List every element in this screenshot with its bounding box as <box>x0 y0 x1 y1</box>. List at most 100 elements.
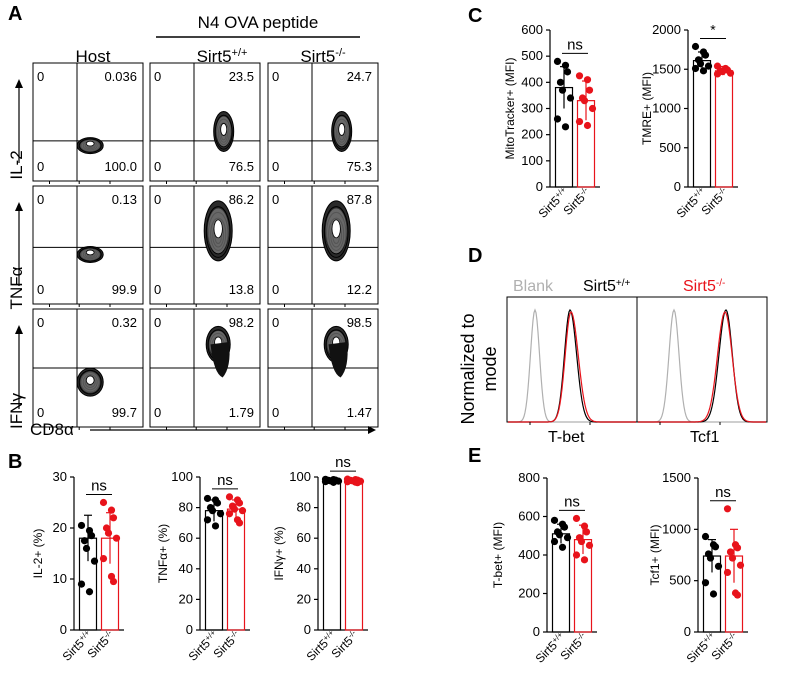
data-point <box>203 516 212 524</box>
quadrant-value-ul: 0 <box>37 315 44 330</box>
data-point <box>99 555 108 563</box>
y-axis-label: IL-2+ (%) <box>31 529 45 579</box>
quadrant-value-lr: 75.3 <box>347 159 372 174</box>
data-point <box>235 519 244 527</box>
quadrant-value-lr: 1.79 <box>229 405 254 420</box>
data-point <box>572 551 581 559</box>
y-tick-label: 0 <box>684 624 691 639</box>
flow-plot: 0 0.036 0 100.0 <box>32 62 144 184</box>
y-tick-label: 60 <box>179 530 193 545</box>
y-tick-label: 200 <box>518 586 540 601</box>
significance-label: ns <box>715 484 731 501</box>
quadrant-value-ul: 0 <box>154 315 161 330</box>
data-point <box>558 86 567 94</box>
data-point <box>213 499 222 507</box>
data-point <box>588 104 597 113</box>
data-point <box>77 580 86 588</box>
data-point <box>343 478 352 486</box>
panel-d: Blank Sirt5+/+ Sirt5-/- Normalized to mo… <box>458 278 768 446</box>
flow-y-arrowhead <box>15 325 23 334</box>
quadrant-value-ll: 0 <box>272 159 279 174</box>
hist-y-label-2: mode <box>480 346 500 391</box>
hist-curve-wt <box>638 309 766 423</box>
y-tick-label: 30 <box>53 469 67 484</box>
y-tick-label: 0 <box>536 179 543 194</box>
quadrant-value-ur: 86.2 <box>229 192 254 207</box>
contour-tail <box>210 342 230 378</box>
data-point <box>566 94 575 102</box>
y-axis-label: TNFα+ (%) <box>156 524 170 583</box>
data-point <box>561 123 570 131</box>
quadrant-value-ll: 0 <box>37 282 44 297</box>
data-point <box>701 532 710 541</box>
quadrant-value-lr: 100.0 <box>104 159 137 174</box>
y-tick-label: 500 <box>659 140 681 155</box>
quadrant-value-lr: 12.2 <box>347 282 372 297</box>
hist-curve-blank <box>508 308 636 423</box>
hist-curve-ko <box>638 311 766 423</box>
significance-label: ns <box>217 472 233 489</box>
quadrant-value-ul: 0 <box>37 192 44 207</box>
y-tick-label: 100 <box>521 153 543 168</box>
contour-population <box>331 110 353 152</box>
data-point <box>107 506 116 514</box>
hist-curve-ko <box>508 311 636 423</box>
y-tick-label: 80 <box>297 500 311 515</box>
data-point <box>723 505 732 513</box>
data-point <box>580 522 589 530</box>
quadrant-value-ll: 0 <box>37 159 44 174</box>
flow-x-arrowhead <box>368 426 376 434</box>
y-tick-label: 10 <box>53 571 67 586</box>
quadrant-value-ur: 0.32 <box>112 315 137 330</box>
hist-curve-wt <box>508 308 636 423</box>
data-point <box>225 510 234 518</box>
quadrant-value-ur: 98.5 <box>347 315 372 330</box>
col-label-wt: Sirt5+/+ <box>197 47 248 66</box>
quadrant-value-lr: 76.5 <box>229 159 254 174</box>
flow-plot-frame <box>32 185 144 305</box>
y-tick-label: 500 <box>521 48 543 63</box>
quadrant-value-ul: 0 <box>154 192 161 207</box>
quadrant-value-ll: 0 <box>272 282 279 297</box>
flow-plot-frame <box>149 185 261 305</box>
quadrant-value-ll: 0 <box>154 159 161 174</box>
y-tick-label: 40 <box>179 561 193 576</box>
y-tick-label: 1500 <box>662 470 691 485</box>
y-tick-label: 20 <box>53 520 67 535</box>
flow-grid: Sirt5+/+ Sirt5-/- 0 0.036 0 100.0 0 23.5 0 76.5 0 2… <box>32 47 379 430</box>
y-tick-label: 0 <box>304 622 311 637</box>
data-point <box>723 568 732 577</box>
flow-plot: 0 86.2 0 13.8 <box>149 185 261 307</box>
quadrant-value-ur: 23.5 <box>229 69 254 84</box>
data-point <box>713 70 722 78</box>
quadrant-value-ur: 87.8 <box>347 192 372 207</box>
y-axis-label: MitoTracker+ (MFI) <box>503 58 517 160</box>
quadrant-value-ul: 0 <box>272 315 279 330</box>
data-point <box>329 478 338 486</box>
quadrant-value-ul: 0 <box>272 192 279 207</box>
data-point <box>235 499 244 507</box>
data-point <box>230 505 239 513</box>
data-point <box>728 554 737 562</box>
contour-ring <box>205 206 231 258</box>
data-point <box>583 76 592 84</box>
flow-row-label: IFNγ <box>7 393 26 429</box>
data-point <box>733 544 742 552</box>
data-point <box>203 494 212 503</box>
data-point <box>580 556 589 564</box>
quadrant-value-ll: 0 <box>154 405 161 420</box>
bar-ko <box>226 508 246 631</box>
contour-tail <box>328 342 348 378</box>
data-point <box>550 516 559 524</box>
data-point <box>555 531 564 539</box>
bar-ko <box>714 70 734 188</box>
data-point <box>77 521 86 530</box>
y-tick-label: 1500 <box>652 61 681 76</box>
contour-core <box>338 123 346 136</box>
data-point <box>82 544 91 553</box>
data-point <box>553 115 562 123</box>
y-tick-label: 40 <box>297 561 311 576</box>
hist-x-label-tcf1: Tcf1 <box>690 429 719 446</box>
